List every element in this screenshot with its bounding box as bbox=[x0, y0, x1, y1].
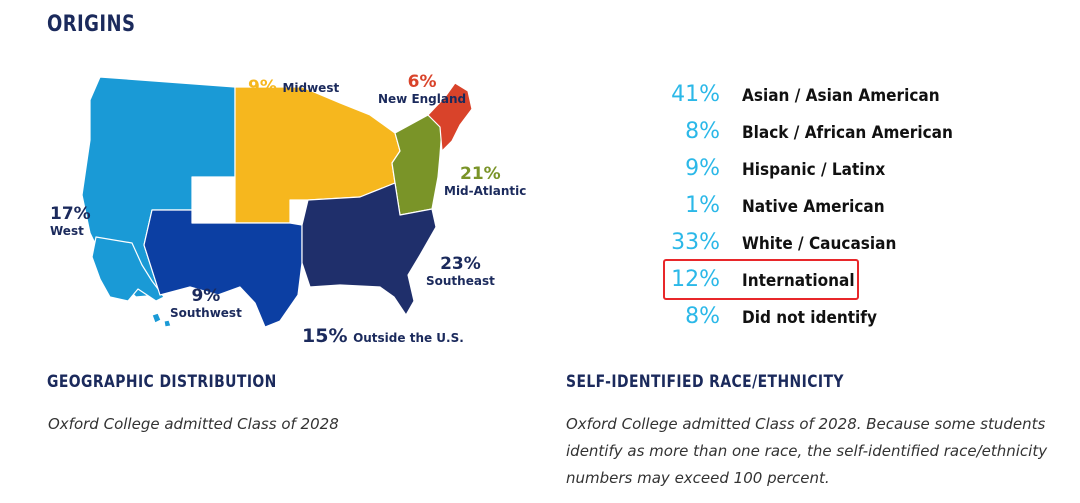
race-pct: 8% bbox=[685, 119, 720, 144]
region-midwest-pct: 9% bbox=[248, 77, 277, 97]
region-southeast-label: 23% Southeast bbox=[426, 254, 495, 289]
us-regions-map: 17% West 9% Midwest 6% New England 21% M… bbox=[40, 65, 526, 355]
race-row: 1% Native American bbox=[640, 191, 1060, 228]
region-midwest-name: Midwest bbox=[282, 81, 340, 95]
race-label: Native American bbox=[742, 197, 885, 217]
region-alaska-shape bbox=[91, 236, 165, 302]
race-pct: 8% bbox=[685, 304, 720, 329]
race-caption: Oxford College admitted Class of 2028. B… bbox=[566, 415, 1048, 487]
race-pct: 41% bbox=[671, 82, 720, 107]
race-ethnicity-title: SELF-IDENTIFIED RACE/ETHNICITY bbox=[566, 372, 844, 392]
race-pct: 1% bbox=[685, 193, 720, 218]
region-outside-label: 15% Outside the U.S. bbox=[302, 325, 464, 347]
region-outside-pct: 15% bbox=[302, 325, 348, 347]
region-southeast-pct: 23% bbox=[440, 254, 481, 274]
geographic-caption: Oxford College admitted Class of 2028 bbox=[48, 415, 339, 433]
geographic-distribution-title: GEOGRAPHIC DISTRIBUTION bbox=[47, 372, 277, 392]
race-row: 8% Black / African American bbox=[640, 117, 1060, 154]
race-row: 9% Hispanic / Latinx bbox=[640, 154, 1060, 191]
race-pct: 12% bbox=[671, 267, 720, 292]
map-svg bbox=[81, 76, 473, 328]
race-label: Asian / Asian American bbox=[742, 86, 940, 106]
region-new-england-shape bbox=[427, 82, 473, 152]
race-label: Hispanic / Latinx bbox=[742, 160, 886, 180]
highlight-box bbox=[663, 259, 859, 300]
region-west-pct: 17% bbox=[50, 204, 91, 224]
region-southwest-label: 9% Southwest bbox=[170, 286, 242, 321]
page-title: ORIGINS bbox=[47, 12, 136, 37]
region-southwest-name: Southwest bbox=[170, 306, 242, 320]
region-mid-atlantic-shape bbox=[391, 114, 443, 216]
region-new-england-label: 6% New England bbox=[378, 72, 467, 107]
race-label: Did not identify bbox=[742, 308, 877, 328]
race-label: White / Caucasian bbox=[742, 234, 897, 254]
race-pct: 33% bbox=[671, 230, 720, 255]
race-row: 33% White / Caucasian bbox=[640, 228, 1060, 265]
region-mid-atlantic-name: Mid-Atlantic bbox=[444, 184, 527, 198]
region-southeast-shape bbox=[301, 182, 437, 316]
region-west-name: West bbox=[50, 224, 84, 238]
region-southeast-name: Southeast bbox=[426, 274, 495, 288]
region-mid-atlantic-label: 21% Mid-Atlantic bbox=[444, 164, 527, 199]
region-southwest-shape bbox=[143, 209, 303, 328]
race-row: 41% Asian / Asian American bbox=[640, 80, 1060, 117]
region-mid-atlantic-pct: 21% bbox=[460, 164, 501, 184]
region-southwest-pct: 9% bbox=[191, 286, 221, 306]
region-new-england-name: New England bbox=[378, 92, 467, 106]
region-outside-name: Outside the U.S. bbox=[353, 331, 464, 345]
race-ethnicity-list: 41% Asian / Asian American 8% Black / Af… bbox=[640, 80, 1060, 339]
race-label: International bbox=[742, 271, 855, 291]
region-hawaii-shape bbox=[151, 312, 172, 328]
race-pct: 9% bbox=[685, 156, 720, 181]
region-midwest-label: 9% Midwest bbox=[248, 77, 339, 97]
race-label: Black / African American bbox=[742, 123, 953, 143]
region-new-england-pct: 6% bbox=[407, 72, 437, 92]
race-row: 8% Did not identify bbox=[640, 302, 1060, 339]
race-row-highlighted: 12% International bbox=[640, 265, 1060, 302]
region-west-label: 17% West bbox=[50, 204, 91, 239]
